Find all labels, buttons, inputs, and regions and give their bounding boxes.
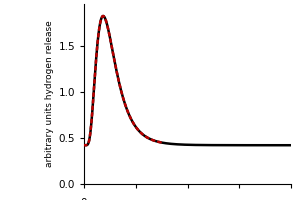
Y-axis label: arbitrary units hydrogen release: arbitrary units hydrogen release [45, 21, 54, 167]
Text: 0: 0 [81, 198, 87, 200]
